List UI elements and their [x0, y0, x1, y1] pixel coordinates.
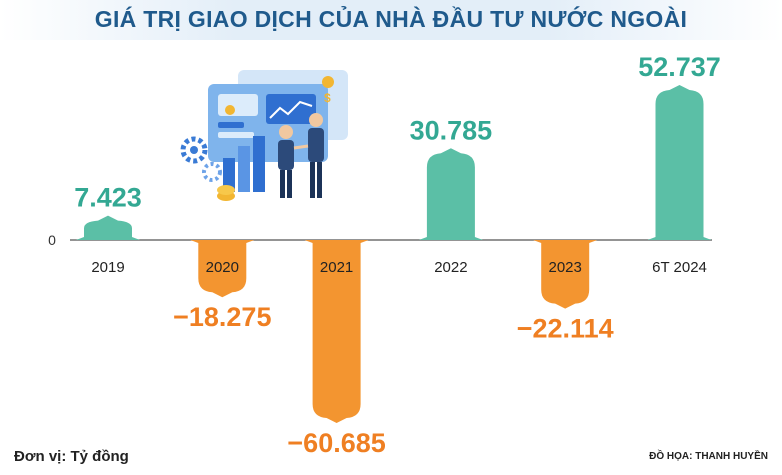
data-label: −60.685	[287, 428, 385, 458]
x-tick-label: 2022	[434, 259, 467, 276]
x-tick-label: 2021	[320, 259, 353, 276]
gear-icon	[180, 136, 208, 164]
bar-group: −22.114 2023	[517, 240, 614, 344]
x-tick-label: 2019	[91, 259, 124, 276]
chart-title: GIÁ TRỊ GIAO DỊCH CỦA NHÀ ĐẦU TƯ NƯỚC NG…	[94, 6, 688, 32]
bar-block-icon	[223, 158, 235, 192]
bar	[418, 148, 483, 240]
bar	[647, 85, 712, 240]
bar-group: −18.275 2020	[173, 240, 271, 332]
data-label: 30.785	[410, 115, 493, 145]
data-label: −22.114	[517, 314, 614, 344]
svg-text:$: $	[324, 91, 331, 105]
bar-group: 30.785 2022	[410, 115, 493, 276]
bar-group: −60.685 2021	[287, 240, 386, 458]
bar-group: 7.423 2019	[74, 183, 142, 276]
x-tick-label: 2020	[206, 259, 239, 276]
x-tick-label: 6T 2024	[652, 259, 707, 276]
bar	[533, 240, 598, 309]
bar-group: 52.737 6T 2024	[638, 52, 721, 276]
bar	[76, 215, 140, 240]
credit-label: ĐỒ HỌA: THANH HUYỀN	[649, 451, 768, 462]
bar	[304, 240, 369, 423]
unit-label: Đơn vị: Tỷ đồng	[14, 448, 129, 465]
bar	[190, 240, 255, 298]
person-icon	[279, 125, 293, 139]
data-label: 7.423	[74, 183, 142, 213]
x-tick-label: 2023	[549, 259, 582, 276]
business-handshake-illustration: $	[180, 70, 348, 201]
data-label: −18.275	[173, 302, 271, 332]
title-band	[0, 0, 782, 40]
y-tick-label: 0	[48, 232, 56, 248]
data-label: 52.737	[638, 52, 721, 82]
